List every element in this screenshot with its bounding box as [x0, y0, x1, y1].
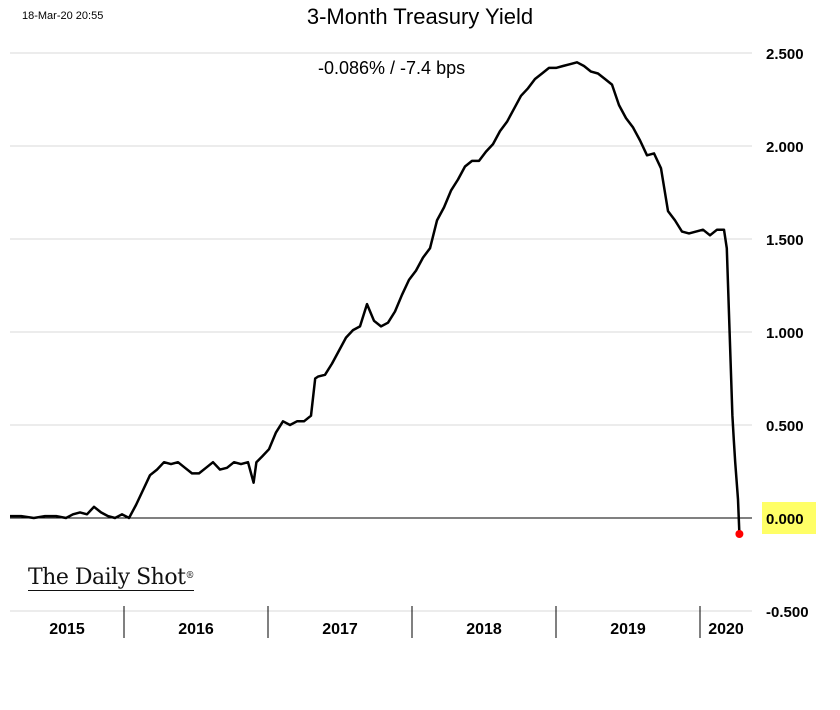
- series-group: [10, 61, 744, 538]
- gridlines: [10, 52, 752, 612]
- series-line: [10, 61, 741, 535]
- x-tick-label: 2019: [610, 621, 646, 638]
- change-label: -0.086% / -7.4 bps: [318, 58, 466, 78]
- x-tick-label: 2018: [466, 621, 502, 638]
- x-axis: 2015 2016 2017 2018 2019 2020: [49, 606, 744, 638]
- y-axis-ticks: 2.500 2.000 1.500 1.000 0.500 0.000 -0.500: [762, 46, 816, 621]
- y-tick-label: 2.000: [766, 139, 804, 156]
- chart-title: 3-Month Treasury Yield: [306, 4, 534, 29]
- y-tick-label: -0.500: [766, 604, 809, 621]
- x-tick-label: 2015: [49, 621, 85, 638]
- zero-highlight: [762, 502, 816, 534]
- x-tick-label: 2016: [178, 621, 214, 638]
- y-tick-label: 0.500: [766, 418, 804, 435]
- daily-shot-logo: The Daily Shot®: [28, 566, 194, 591]
- y-tick-label: 1.500: [766, 232, 804, 249]
- registered-mark: ®: [185, 571, 194, 581]
- last-point-marker: [735, 529, 744, 538]
- y-tick-label: 1.000: [766, 325, 804, 342]
- y-tick-label: 0.000: [766, 511, 804, 528]
- x-tick-label: 2017: [322, 621, 358, 638]
- logo-text: The Daily Shot: [28, 565, 186, 590]
- timestamp: 18-Mar-20 20:55: [22, 10, 104, 22]
- y-tick-label: 2.500: [766, 46, 804, 63]
- x-tick-label: 2020: [708, 621, 744, 638]
